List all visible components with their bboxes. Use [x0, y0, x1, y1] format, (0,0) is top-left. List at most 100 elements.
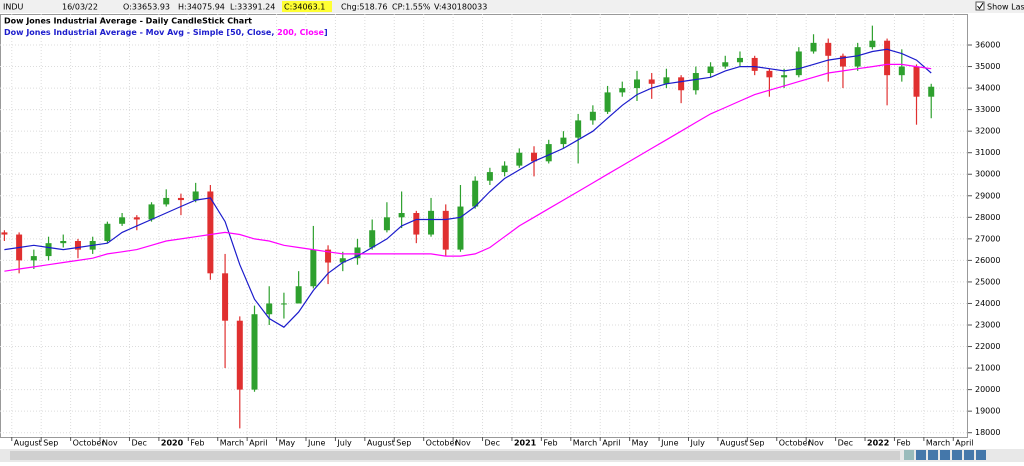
x-tick-label: October [779, 439, 812, 448]
x-tick-label: Nov [808, 439, 824, 448]
candle-body [266, 303, 273, 315]
x-tick-label: Nov [455, 439, 471, 448]
nav-button[interactable] [976, 450, 986, 460]
candle-body [545, 144, 552, 162]
y-tick-label: 35000 [975, 62, 1000, 71]
candle-body [707, 66, 714, 74]
candle-body [531, 152, 538, 162]
legend-text: Dow Jones Industrial Average - Mov Avg -… [4, 28, 230, 37]
candle-body [222, 273, 229, 321]
candle-body [236, 320, 243, 390]
candle-body [74, 241, 81, 250]
candle-body [619, 88, 626, 93]
chart-title: Dow Jones Industrial Average - Daily Can… [4, 17, 252, 26]
candle-body [413, 213, 420, 235]
legend-text: 200, Close [277, 28, 324, 37]
y-tick-label: 24000 [975, 299, 1000, 308]
candle-body [251, 314, 258, 390]
candle-body [457, 206, 464, 250]
nav-button[interactable] [940, 450, 950, 460]
candle-body [45, 243, 52, 257]
x-tick-label: April [955, 439, 973, 448]
candle-body [472, 180, 479, 207]
candle-body [839, 55, 846, 67]
nav-button[interactable] [952, 450, 962, 460]
nav-button[interactable] [928, 450, 938, 460]
candle-body [781, 75, 788, 78]
candle-body [398, 213, 405, 218]
x-tick-label: July [689, 439, 705, 448]
date: 16/03/22 [62, 3, 98, 12]
nav-button[interactable] [904, 450, 914, 460]
nav-button[interactable] [964, 450, 974, 460]
marks [1, 25, 935, 429]
candle-body [133, 217, 140, 220]
x-tick-label: August [14, 439, 42, 448]
candle-body [163, 197, 170, 205]
x-tick-label: August [720, 439, 748, 448]
x-tick-label: June [307, 439, 326, 448]
candle-body [736, 57, 743, 63]
change-pct: CP:1.55% [392, 3, 431, 12]
x-tick-label: 2022 [867, 439, 889, 448]
x-tick-label: Dec [838, 439, 853, 448]
y-tick-label: 25000 [975, 277, 1000, 286]
x-tick-label: October [73, 439, 106, 448]
x-tick-label: March [926, 439, 950, 448]
candle-body [280, 303, 287, 305]
candle-body [913, 66, 920, 97]
plot-area [0, 14, 968, 438]
symbol: INDU [3, 3, 24, 12]
x-tick-label: August [367, 439, 395, 448]
candle-body [663, 77, 670, 84]
candle-body [766, 70, 773, 78]
candle-body [589, 111, 596, 121]
candle-body [516, 152, 523, 166]
x-tick-label: October [426, 439, 459, 448]
ma-legend: Dow Jones Industrial Average - Mov Avg -… [4, 28, 328, 37]
candle-body [575, 120, 582, 138]
y-tick-label: 27000 [975, 234, 1000, 243]
legend-text: , [271, 28, 277, 37]
candle-body [869, 40, 876, 48]
x-tick-label: 2021 [514, 439, 537, 448]
candle-body [354, 247, 361, 259]
candle-body [207, 191, 214, 274]
legend-text: ] [324, 28, 328, 37]
scroll-thumb[interactable] [10, 451, 900, 460]
x-tick-label: Feb [543, 439, 557, 448]
candle-body [678, 77, 685, 91]
show-last-label[interactable]: Show Last [987, 3, 1024, 12]
nav-button[interactable] [916, 450, 926, 460]
x-tick-label: Feb [190, 439, 204, 448]
y-tick-label: 33000 [975, 105, 1000, 114]
candle-body [383, 217, 390, 231]
y-tick-label: 32000 [975, 127, 1000, 136]
x-tick-label: March [220, 439, 244, 448]
moving-average-line [4, 48, 932, 328]
x-tick-label: Dec [485, 439, 500, 448]
candle-body [854, 47, 861, 67]
y-tick-label: 20000 [975, 385, 1000, 394]
candle-body [442, 210, 449, 250]
y-tick-label: 21000 [975, 364, 1000, 373]
y-tick-label: 23000 [975, 321, 1000, 330]
candle-body [692, 73, 699, 91]
candle-body [501, 165, 508, 173]
x-tick-label: July [336, 439, 352, 448]
candle-body [795, 51, 802, 76]
show-last-checkbox[interactable] [975, 1, 985, 11]
volume: V:430180033 [434, 3, 487, 12]
legend-text: 50, Close [230, 28, 272, 37]
y-tick-label: 36000 [975, 41, 1000, 50]
close: C:34063.1 [284, 3, 325, 12]
moving-average-line [4, 63, 932, 272]
x-tick-label: Sep [396, 439, 411, 448]
x-tick-label: May [632, 439, 649, 448]
candle-body [295, 286, 302, 304]
nav-buttons [904, 450, 986, 460]
candle-body [1, 232, 8, 235]
x-tick-label: Sep [43, 439, 58, 448]
